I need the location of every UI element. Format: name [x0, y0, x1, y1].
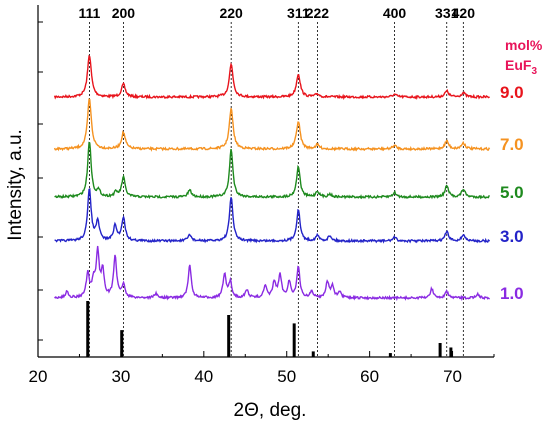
- x-tick-label: 40: [194, 367, 213, 386]
- series-9.0-line: [53, 54, 490, 101]
- reflection-label-200: 200: [112, 5, 136, 21]
- y-axis-label: Intensity, a.u.: [5, 129, 26, 241]
- plot-axes: 20 30 40 50 60 70: [29, 5, 495, 386]
- legend-title-formula: EuF: [505, 57, 532, 73]
- reflection-label-111: 111: [78, 5, 100, 21]
- legend-title-subscript: 3: [531, 66, 537, 77]
- reflection-label-420: 420: [452, 5, 476, 21]
- reference-bar: [311, 351, 315, 357]
- x-tick-label: 70: [443, 367, 462, 386]
- x-tick-label: 60: [360, 367, 379, 386]
- x-axis-label: 2Θ, deg.: [234, 400, 307, 421]
- diffraction-patterns: [53, 54, 491, 302]
- reference-bar: [86, 301, 90, 357]
- series-3.0-line: [54, 187, 491, 244]
- x-tick-label: 20: [29, 367, 48, 386]
- series-5.0-line: [54, 141, 490, 200]
- series-7.0-line: [53, 98, 491, 152]
- reflection-label-311: 311: [287, 5, 310, 21]
- series-labels: 9.0 7.0 5.0 3.0 1.0: [500, 83, 524, 303]
- reflection-label-331: 331: [435, 5, 459, 21]
- reference-bar: [449, 347, 453, 357]
- x-tick-label: 50: [277, 367, 296, 386]
- x-tick-label: 30: [111, 367, 130, 386]
- reflection-label-400: 400: [383, 5, 407, 21]
- reference-pattern-bars: [86, 301, 453, 357]
- series-label-1.0: 1.0: [500, 284, 524, 303]
- series-label-3.0: 3.0: [500, 227, 524, 246]
- reflection-label-222: 222: [306, 5, 330, 21]
- reference-bar: [227, 315, 231, 357]
- legend-title-line1: mol%: [505, 37, 543, 53]
- reference-bar: [120, 330, 124, 357]
- legend-title-line2: EuF3: [505, 57, 537, 77]
- reference-bar: [438, 343, 442, 357]
- series-label-7.0: 7.0: [500, 135, 524, 154]
- reference-bar: [292, 323, 296, 357]
- series-label-5.0: 5.0: [500, 183, 524, 202]
- reflection-guide-lines: [89, 22, 464, 357]
- reflection-label-220: 220: [219, 5, 243, 21]
- reference-bar: [388, 353, 392, 357]
- series-label-9.0: 9.0: [500, 83, 524, 102]
- series-1.0-line: [54, 245, 491, 302]
